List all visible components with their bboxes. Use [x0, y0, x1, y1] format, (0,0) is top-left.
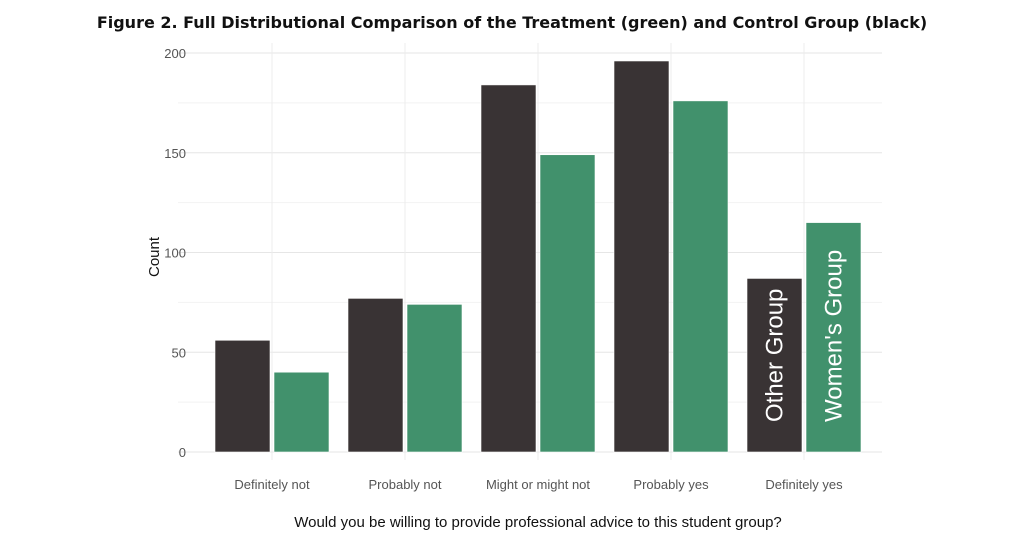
- x-axis: Definitely not Probably not Might or might…: [234, 477, 843, 492]
- series-label: Other Group: [762, 289, 789, 422]
- bar-treatment: [672, 100, 729, 453]
- x-tick-label: Might or might not: [486, 477, 590, 492]
- bar-treatment: [539, 154, 596, 453]
- y-axis: 0 50 100 150 200: [164, 46, 186, 460]
- bar-treatment: [406, 304, 463, 453]
- y-tick-label: 150: [164, 146, 186, 161]
- chart-title: Figure 2. Full Distributional Comparison…: [97, 13, 927, 32]
- y-tick-label: 50: [172, 345, 186, 360]
- y-tick-label: 0: [179, 445, 186, 460]
- bar-control: [347, 298, 404, 453]
- x-tick-label: Probably yes: [633, 477, 709, 492]
- series-label: Women's Group: [821, 250, 848, 422]
- x-axis-label: Would you be willing to provide professi…: [294, 514, 782, 531]
- bar-treatment: [273, 371, 330, 453]
- bar-control: [746, 278, 803, 453]
- x-tick-label: Definitely yes: [765, 477, 843, 492]
- x-tick-label: Definitely not: [234, 477, 310, 492]
- y-axis-label: Count: [146, 236, 163, 277]
- bar-control: [613, 60, 670, 453]
- bar-treatment: [805, 222, 862, 453]
- bars: Other Group Women's Group: [214, 60, 862, 453]
- bar-control: [214, 339, 271, 453]
- y-tick-label: 200: [164, 46, 186, 61]
- y-tick-label: 100: [164, 246, 186, 261]
- x-tick-label: Probably not: [369, 477, 442, 492]
- bar-control: [480, 84, 537, 453]
